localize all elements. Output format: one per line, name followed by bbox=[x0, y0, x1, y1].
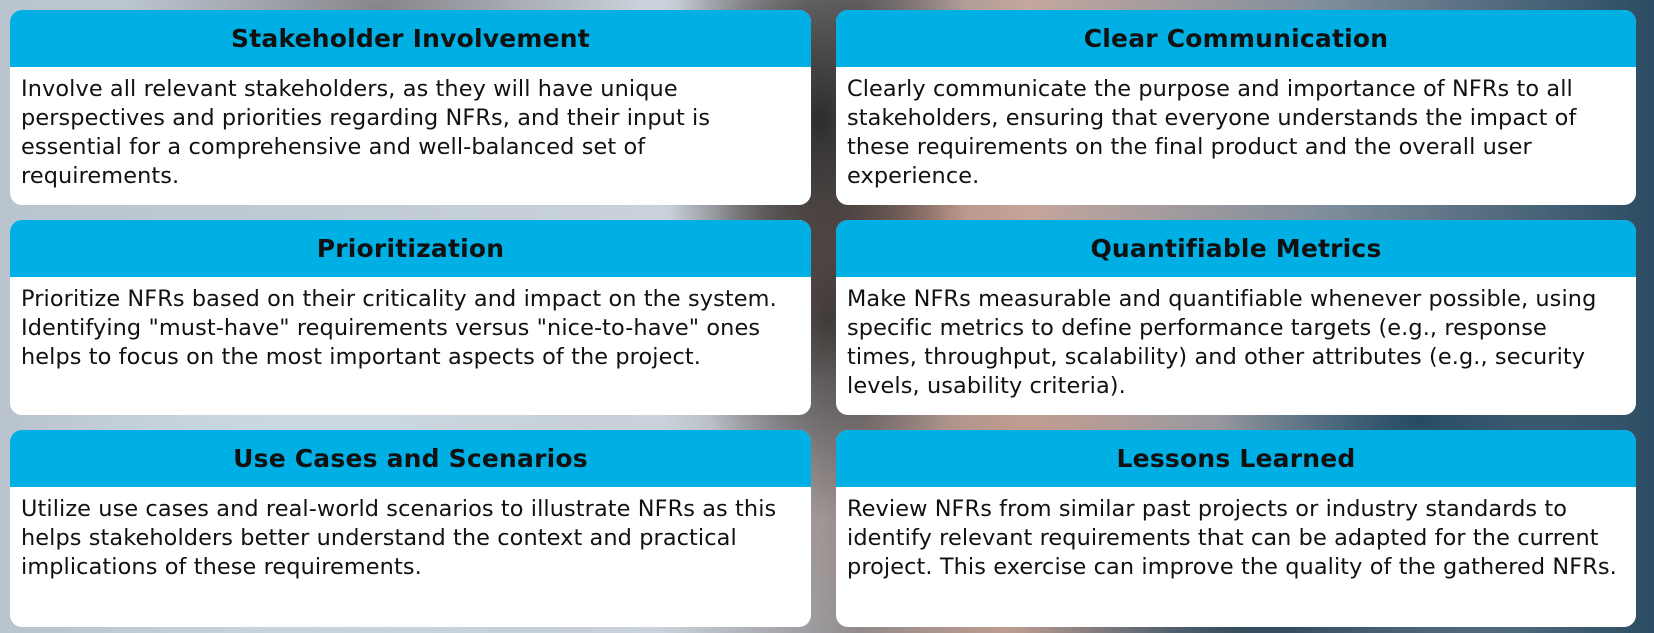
card-text: Prioritize NFRs based on their criticali… bbox=[21, 286, 777, 370]
card-text: Clearly communicate the purpose and impo… bbox=[847, 76, 1577, 189]
card-text: Review NFRs from similar past projects o… bbox=[847, 496, 1617, 580]
card-text: Make NFRs measurable and quantifiable wh… bbox=[847, 286, 1597, 399]
card-stakeholder-involvement: Stakeholder Involvement Involve all rele… bbox=[10, 10, 811, 205]
card-clear-communication: Clear Communication Clearly communicate … bbox=[836, 10, 1636, 205]
card-title: Prioritization bbox=[316, 234, 505, 263]
card-title: Quantifiable Metrics bbox=[1090, 234, 1382, 263]
card-use-cases-and-scenarios: Use Cases and Scenarios Utilize use case… bbox=[10, 430, 811, 627]
card-text: Involve all relevant stakeholders, as th… bbox=[21, 76, 711, 189]
card-header: Clear Communication bbox=[836, 10, 1636, 67]
card-title: Stakeholder Involvement bbox=[231, 24, 590, 53]
card-title: Use Cases and Scenarios bbox=[233, 444, 588, 473]
card-header: Stakeholder Involvement bbox=[10, 10, 811, 67]
card-header: Use Cases and Scenarios bbox=[10, 430, 811, 487]
card-lessons-learned: Lessons Learned Review NFRs from similar… bbox=[836, 430, 1636, 627]
card-header: Prioritization bbox=[10, 220, 811, 277]
card-title: Clear Communication bbox=[1083, 24, 1389, 53]
card-title: Lessons Learned bbox=[1116, 444, 1356, 473]
card-prioritization: Prioritization Prioritize NFRs based on … bbox=[10, 220, 811, 415]
card-header: Lessons Learned bbox=[836, 430, 1636, 487]
card-text: Utilize use cases and real-world scenari… bbox=[21, 496, 777, 580]
card-quantifiable-metrics: Quantifiable Metrics Make NFRs measurabl… bbox=[836, 220, 1636, 415]
card-header: Quantifiable Metrics bbox=[836, 220, 1636, 277]
